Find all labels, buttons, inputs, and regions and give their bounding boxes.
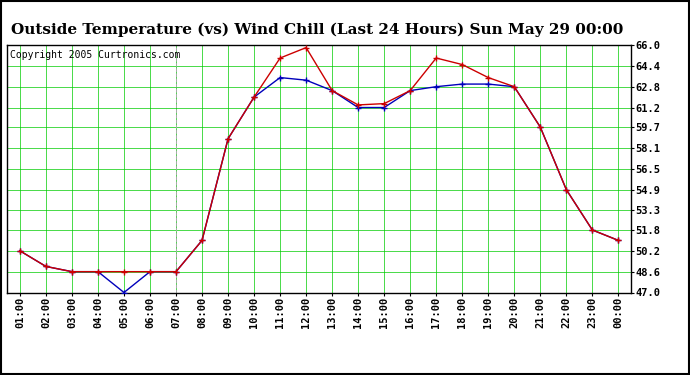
Text: Copyright 2005 Curtronics.com: Copyright 2005 Curtronics.com: [10, 50, 180, 60]
Text: Outside Temperature (vs) Wind Chill (Last 24 Hours) Sun May 29 00:00: Outside Temperature (vs) Wind Chill (Las…: [11, 22, 624, 37]
